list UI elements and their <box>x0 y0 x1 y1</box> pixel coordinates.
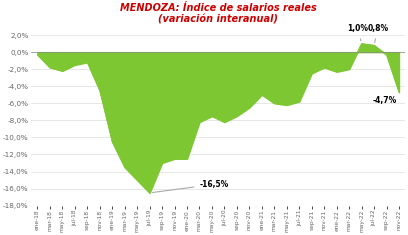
Text: 1,0%: 1,0% <box>347 24 368 41</box>
Title: MENDOZA: Índice de salarios reales
(variación interanual): MENDOZA: Índice de salarios reales (vari… <box>120 3 317 24</box>
Text: 0,8%: 0,8% <box>367 24 388 43</box>
Text: -4,7%: -4,7% <box>372 97 397 106</box>
Text: -16,5%: -16,5% <box>152 180 229 192</box>
